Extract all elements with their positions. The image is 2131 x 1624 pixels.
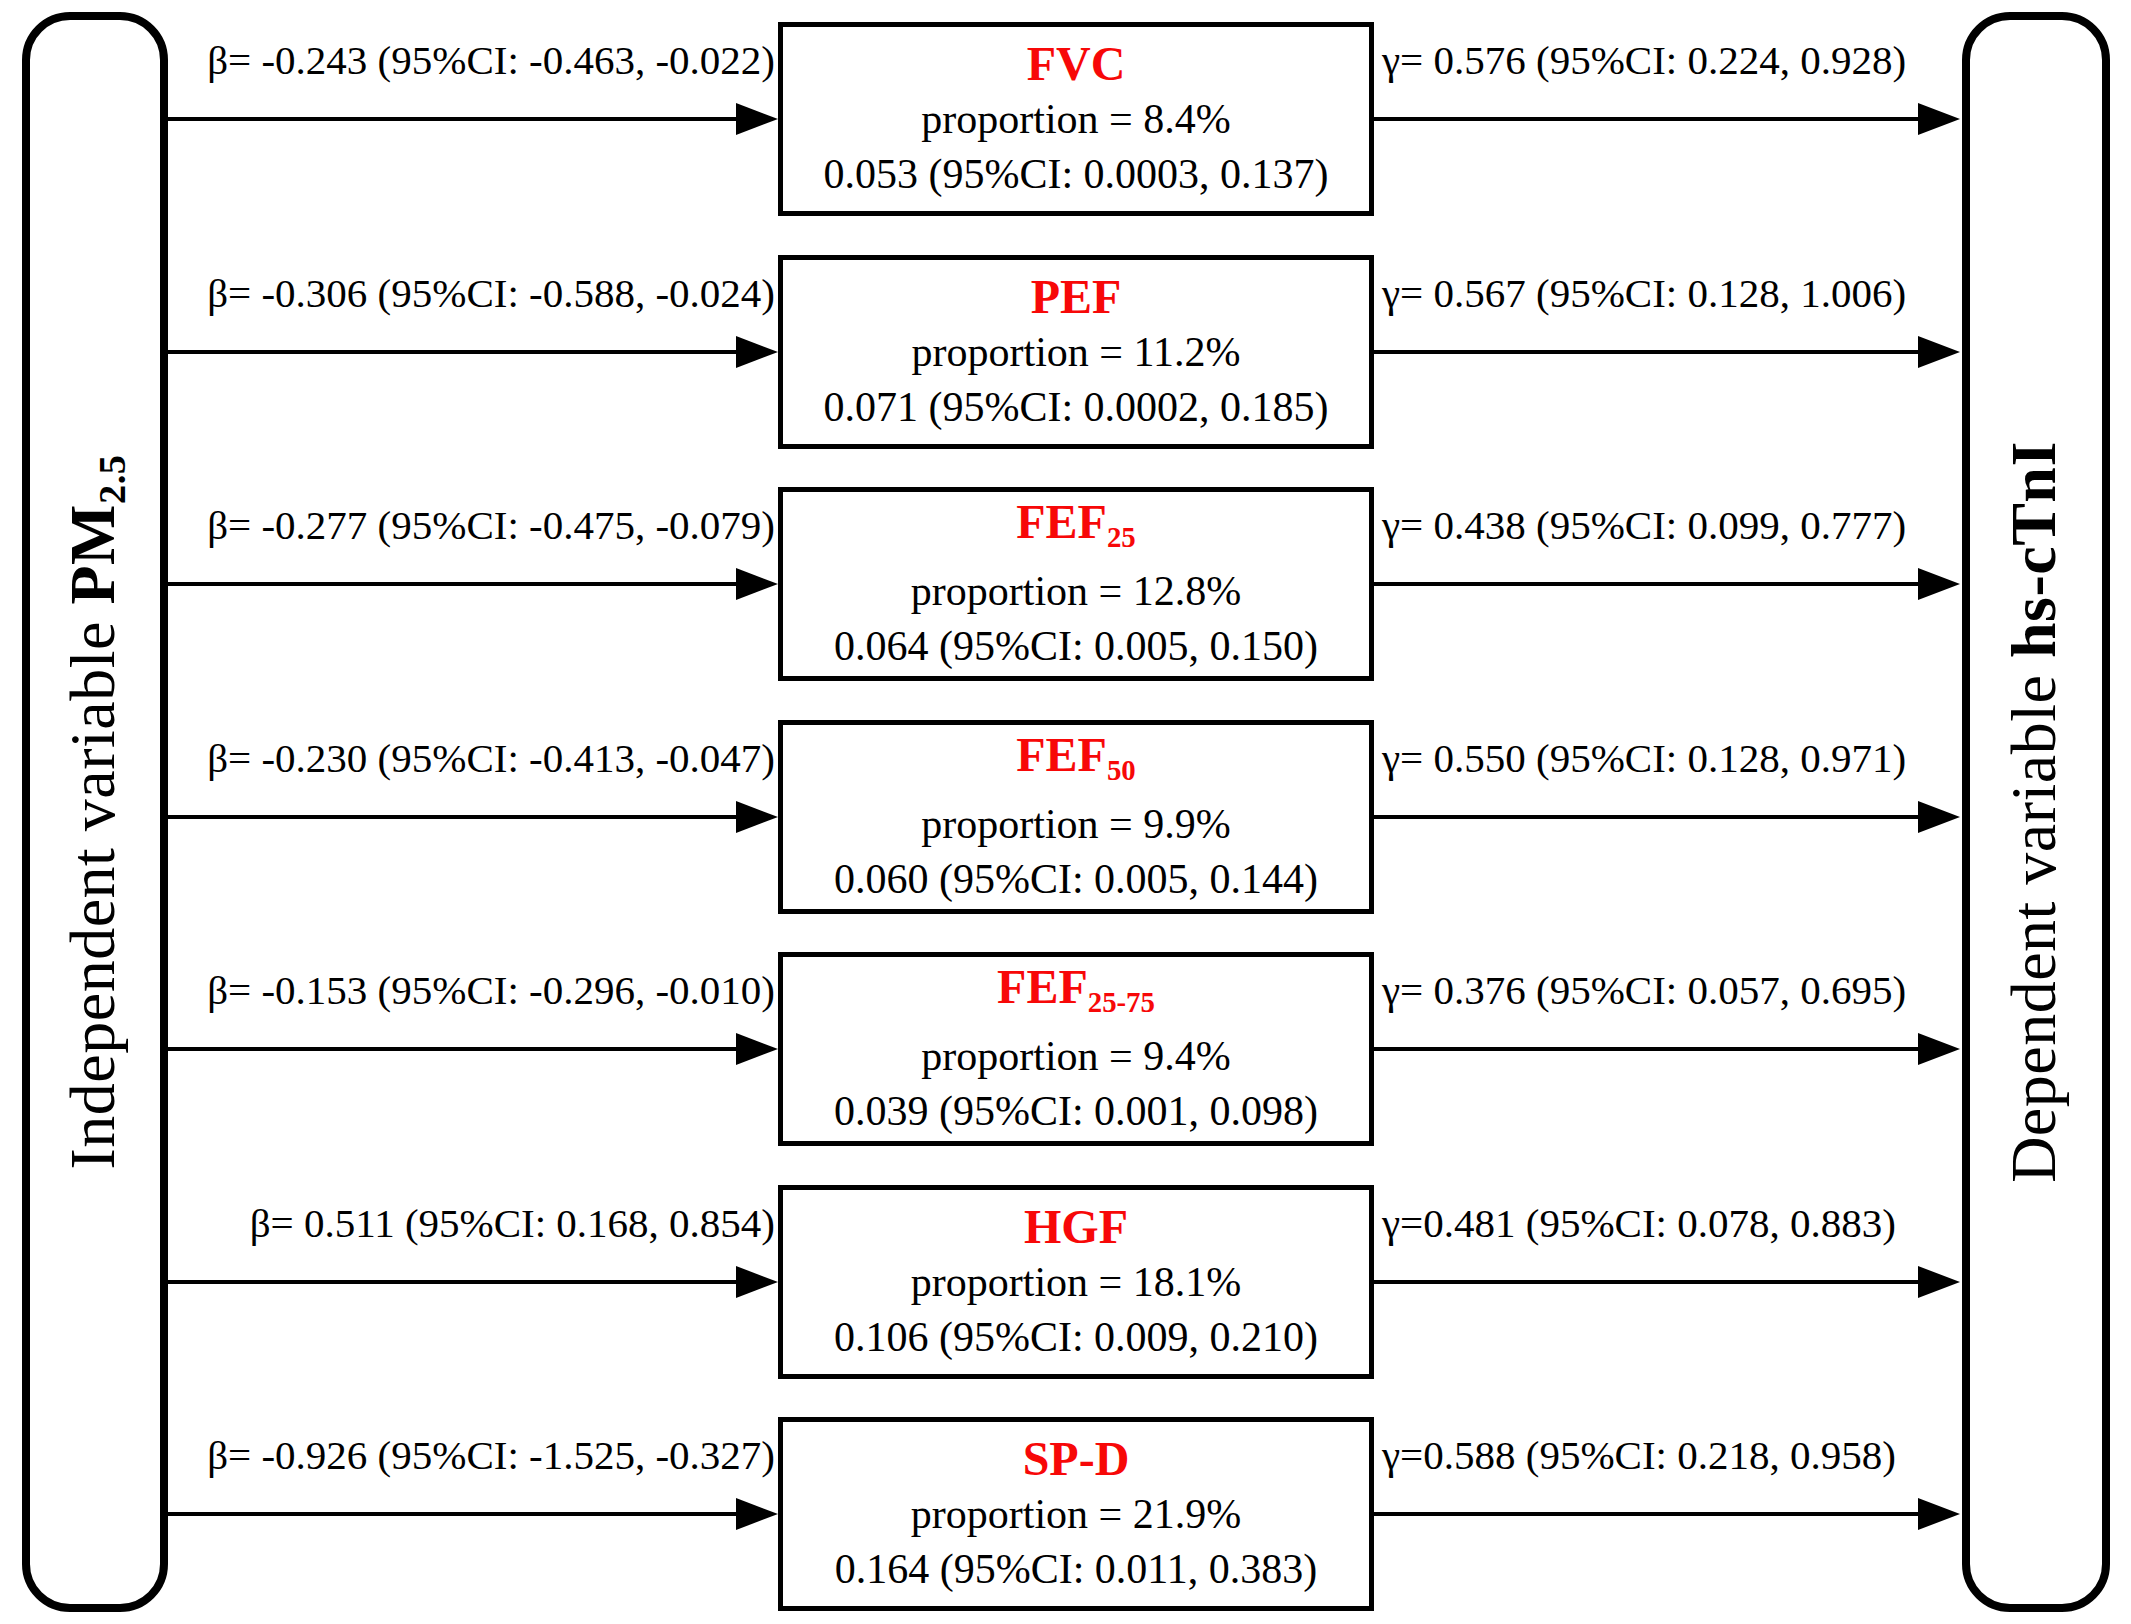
arrow-line-pm25-to-sp-d [164, 1512, 744, 1516]
arrow-line-pm25-to-fef-25-75 [164, 1047, 744, 1051]
independent-variable-label: Independent variable PM2.5 [56, 455, 135, 1170]
mediator-estimate-hgf: 0.106 (95%CI: 0.009, 0.210) [834, 1310, 1318, 1365]
mediator-title-fef-50: FEF50 [1016, 727, 1135, 798]
dependent-variable-label: Dependent variable hs-cTnI [1997, 441, 2076, 1183]
arrowhead-fvc-to-hsctni-icon [1918, 103, 1960, 135]
beta-label-fvc: β= -0.243 (95%CI: -0.463, -0.022) [118, 34, 775, 86]
arrow-line-sp-d-to-hsctni [1374, 1512, 1926, 1516]
arrowhead-pm25-to-fef-25-icon [736, 568, 778, 600]
arrowhead-pef-to-hsctni-icon [1918, 336, 1960, 368]
independent-variable-box: Independent variable PM2.5 [22, 12, 168, 1612]
gamma-label-fef-50: γ= 0.550 (95%CI: 0.128, 0.971) [1382, 732, 1982, 784]
dependent-variable-name: hs-cTnI [1998, 441, 2069, 658]
mediator-box-sp-d: SP-D proportion = 21.9% 0.164 (95%CI: 0.… [778, 1417, 1374, 1611]
mediator-title-fef-25: FEF25 [1016, 494, 1135, 565]
gamma-label-sp-d: γ=0.588 (95%CI: 0.218, 0.958) [1382, 1429, 1982, 1481]
mediator-proportion-fef-50: proportion = 9.9% [921, 797, 1230, 852]
arrowhead-pm25-to-pef-icon [736, 336, 778, 368]
gamma-label-fef-25-75: γ= 0.376 (95%CI: 0.057, 0.695) [1382, 964, 1982, 1016]
mediator-estimate-fef-50: 0.060 (95%CI: 0.005, 0.144) [834, 852, 1318, 907]
gamma-label-fvc: γ= 0.576 (95%CI: 0.224, 0.928) [1382, 34, 1982, 86]
dependent-variable-box: Dependent variable hs-cTnI [1962, 12, 2110, 1612]
beta-label-fef-25: β= -0.277 (95%CI: -0.475, -0.079) [118, 499, 775, 551]
mediator-box-pef: PEF proportion = 11.2% 0.071 (95%CI: 0.0… [778, 255, 1374, 449]
independent-variable-subscript: 2.5 [91, 455, 133, 505]
arrowhead-pm25-to-hgf-icon [736, 1266, 778, 1298]
arrowhead-pm25-to-fef-25-75-icon [736, 1033, 778, 1065]
mediator-title-fvc: FVC [1027, 36, 1126, 92]
arrow-line-fef-50-to-hsctni [1374, 815, 1926, 819]
gamma-label-fef-25: γ= 0.438 (95%CI: 0.099, 0.777) [1382, 499, 1982, 551]
arrow-line-fvc-to-hsctni [1374, 117, 1926, 121]
arrowhead-pm25-to-fef-50-icon [736, 801, 778, 833]
mediator-title-sp-d: SP-D [1023, 1431, 1130, 1487]
mediation-diagram: Independent variable PM2.5 Dependent var… [0, 0, 2131, 1624]
arrow-line-pm25-to-fef-50 [164, 815, 744, 819]
mediator-estimate-fvc: 0.053 (95%CI: 0.0003, 0.137) [823, 147, 1328, 202]
arrow-line-pm25-to-fef-25 [164, 582, 744, 586]
mediator-estimate-pef: 0.071 (95%CI: 0.0002, 0.185) [823, 380, 1328, 435]
mediator-title-pef: PEF [1031, 269, 1122, 325]
mediator-title-hgf: HGF [1024, 1199, 1128, 1255]
mediator-box-fef-50: FEF50 proportion = 9.9% 0.060 (95%CI: 0.… [778, 720, 1374, 914]
beta-label-pef: β= -0.306 (95%CI: -0.588, -0.024) [118, 267, 775, 319]
mediator-box-fef-25: FEF25 proportion = 12.8% 0.064 (95%CI: 0… [778, 487, 1374, 681]
dependent-variable-prefix: Dependent variable [1998, 675, 2069, 1183]
mediator-proportion-sp-d: proportion = 21.9% [911, 1487, 1241, 1542]
independent-variable-prefix: Independent variable [57, 621, 128, 1169]
mediator-proportion-hgf: proportion = 18.1% [911, 1255, 1241, 1310]
arrowhead-hgf-to-hsctni-icon [1918, 1266, 1960, 1298]
mediator-proportion-pef: proportion = 11.2% [912, 325, 1241, 380]
beta-label-sp-d: β= -0.926 (95%CI: -1.525, -0.327) [118, 1429, 775, 1481]
arrow-line-pm25-to-pef [164, 350, 744, 354]
arrow-line-pm25-to-hgf [164, 1280, 744, 1284]
mediator-title-fef-25-75: FEF25-75 [997, 959, 1155, 1030]
mediator-estimate-sp-d: 0.164 (95%CI: 0.011, 0.383) [835, 1542, 1318, 1597]
arrowhead-fef-25-75-to-hsctni-icon [1918, 1033, 1960, 1065]
arrow-line-fef-25-to-hsctni [1374, 582, 1926, 586]
arrow-line-hgf-to-hsctni [1374, 1280, 1926, 1284]
mediator-estimate-fef-25-75: 0.039 (95%CI: 0.001, 0.098) [834, 1084, 1318, 1139]
arrowhead-pm25-to-fvc-icon [736, 103, 778, 135]
arrow-line-fef-25-75-to-hsctni [1374, 1047, 1926, 1051]
beta-label-fef-25-75: β= -0.153 (95%CI: -0.296, -0.010) [118, 964, 775, 1016]
mediator-box-fvc: FVC proportion = 8.4% 0.053 (95%CI: 0.00… [778, 22, 1374, 216]
beta-label-hgf: β= 0.511 (95%CI: 0.168, 0.854) [118, 1197, 775, 1249]
arrowhead-pm25-to-sp-d-icon [736, 1498, 778, 1530]
arrow-line-pm25-to-fvc [164, 117, 744, 121]
mediator-box-fef-25-75: FEF25-75 proportion = 9.4% 0.039 (95%CI:… [778, 952, 1374, 1146]
mediator-proportion-fvc: proportion = 8.4% [921, 92, 1230, 147]
mediator-proportion-fef-25: proportion = 12.8% [911, 564, 1241, 619]
arrowhead-fef-25-to-hsctni-icon [1918, 568, 1960, 600]
gamma-label-pef: γ= 0.567 (95%CI: 0.128, 1.006) [1382, 267, 1982, 319]
arrow-line-pef-to-hsctni [1374, 350, 1926, 354]
arrowhead-sp-d-to-hsctni-icon [1918, 1498, 1960, 1530]
arrowhead-fef-50-to-hsctni-icon [1918, 801, 1960, 833]
mediator-estimate-fef-25: 0.064 (95%CI: 0.005, 0.150) [834, 619, 1318, 674]
beta-label-fef-50: β= -0.230 (95%CI: -0.413, -0.047) [118, 732, 775, 784]
gamma-label-hgf: γ=0.481 (95%CI: 0.078, 0.883) [1382, 1197, 1982, 1249]
mediator-box-hgf: HGF proportion = 18.1% 0.106 (95%CI: 0.0… [778, 1185, 1374, 1379]
mediator-proportion-fef-25-75: proportion = 9.4% [921, 1029, 1230, 1084]
